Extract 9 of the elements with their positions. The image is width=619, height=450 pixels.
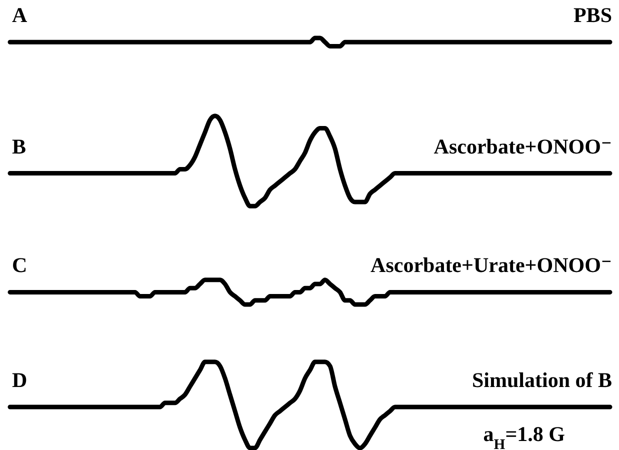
annotation: C — [12, 253, 28, 278]
annotation: B — [12, 134, 26, 158]
text: A — [12, 3, 28, 28]
series-label: Ascorbate+ONOO⁻ — [434, 134, 612, 158]
series-label: Ascorbate+Urate+ONOO⁻ — [370, 253, 612, 278]
annotation: D — [12, 368, 28, 392]
annotation: a$_{H}$=1.8 G — [483, 422, 565, 450]
series-label: Simulation of B — [472, 368, 612, 392]
series-label: PBS — [573, 3, 612, 28]
